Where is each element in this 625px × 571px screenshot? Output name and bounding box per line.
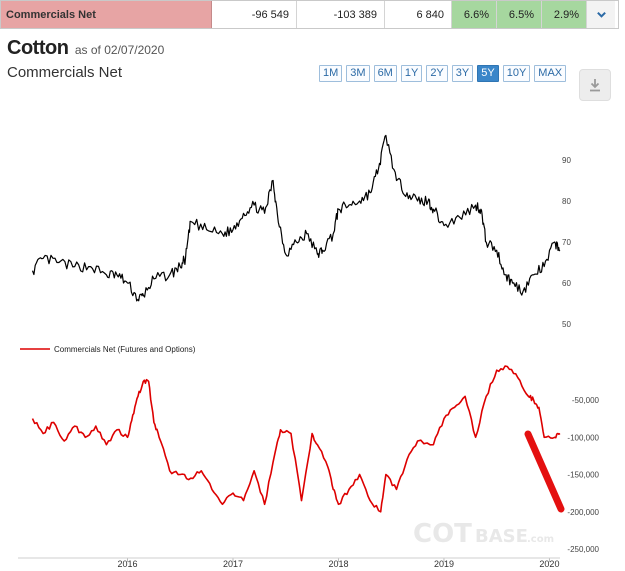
chevron-down-icon (596, 11, 606, 18)
positions-tick-label: -50,000 (572, 396, 600, 405)
annotation-stroke (524, 430, 565, 513)
year-tick-label: 2017 (223, 559, 243, 569)
price-tick-label: 90 (562, 156, 571, 165)
time-axis: 2016 2017 2018 2019 2020 (117, 558, 559, 569)
range-button-3y[interactable]: 3Y (451, 65, 474, 82)
row-value-3: 6 840 (385, 1, 452, 28)
positions-tick-label: -200,000 (567, 508, 599, 517)
price-tick-label: 80 (562, 197, 571, 206)
download-icon (590, 79, 600, 92)
data-row: Commercials Net -96 549 -103 389 6 840 6… (0, 0, 619, 29)
positions-tick-label: -150,000 (567, 471, 599, 480)
watermark-text-base: BASE (475, 526, 528, 547)
positions-axis: -50,000 -100,000 -150,000 -200,000 -250,000 (567, 396, 599, 554)
range-button-10y[interactable]: 10Y (502, 65, 531, 82)
row-percent-3: 2.9% (542, 1, 587, 28)
positions-tick-label: -100,000 (567, 433, 599, 442)
range-button-3m[interactable]: 3M (346, 65, 370, 82)
expand-toggle-button[interactable] (587, 1, 615, 28)
price-series-line (31, 134, 561, 302)
range-button-2y[interactable]: 2Y (426, 65, 448, 82)
positions-legend[interactable]: Commercials Net (Futures and Options) (20, 345, 196, 354)
range-button-max[interactable]: MAX (534, 65, 567, 82)
price-tick-label: 60 (562, 279, 571, 288)
range-button-1m[interactable]: 1M (319, 65, 343, 82)
watermark-logo: COT BASE .com (413, 519, 554, 549)
as-of-date: as of 02/07/2020 (74, 43, 165, 57)
price-tick-label: 70 (562, 238, 571, 247)
positions-tick-label: -250,000 (567, 545, 599, 554)
commodity-symbol: Cotton (7, 37, 69, 59)
chart-title: Cotton as of 02/07/2020 (7, 37, 164, 60)
year-tick-label: 2018 (328, 559, 348, 569)
range-button-5y[interactable]: 5Y (477, 65, 499, 82)
positions-series-line (31, 365, 561, 513)
year-tick-label: 2019 (434, 559, 454, 569)
row-value-2: -103 389 (297, 1, 385, 28)
row-name[interactable]: Commercials Net (1, 1, 212, 28)
legend-label: Commercials Net (Futures and Options) (54, 345, 196, 354)
watermark-text-domain: .com (527, 534, 554, 545)
year-tick-label: 2020 (539, 559, 559, 569)
range-button-1y[interactable]: 1Y (400, 65, 423, 82)
row-percent-1: 6.6% (452, 1, 497, 28)
price-axis: 90 80 70 60 50 (562, 156, 571, 329)
row-percent-2: 6.5% (497, 1, 542, 28)
chart-subtitle: Commercials Net (7, 64, 123, 81)
row-value-1: -96 549 (212, 1, 297, 28)
range-button-6m[interactable]: 6M (373, 65, 397, 82)
download-button[interactable] (579, 69, 611, 101)
watermark-text-cot: COT (413, 519, 472, 549)
price-tick-label: 50 (562, 320, 571, 329)
year-tick-label: 2016 (117, 559, 137, 569)
range-selector: 1M 3M 6M 1Y 2Y 3Y 5Y 10Y MAX (319, 65, 567, 82)
